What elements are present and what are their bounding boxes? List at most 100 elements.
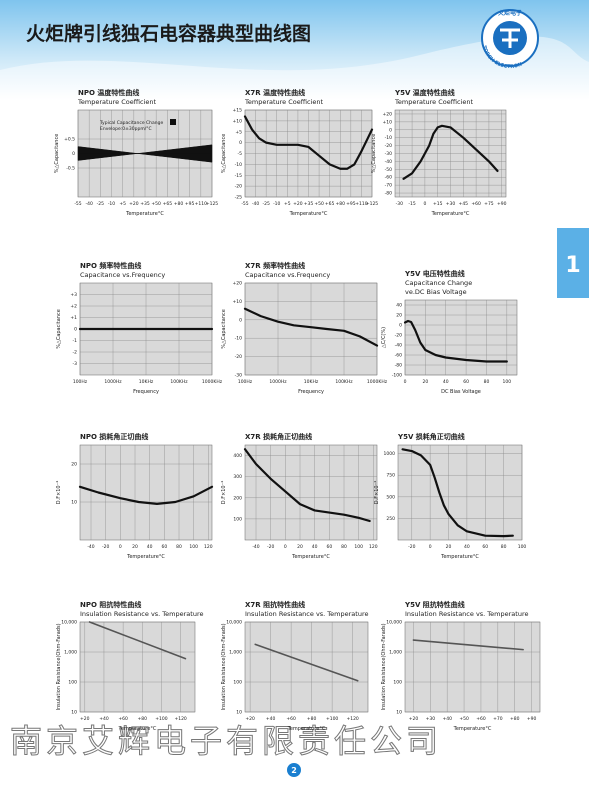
- curve: [403, 319, 508, 363]
- y-tick-label: +5: [235, 129, 242, 135]
- y-tick-label: +20: [383, 111, 393, 117]
- curve: [243, 448, 371, 523]
- x-tick-label: 40: [147, 544, 153, 550]
- x-tick-label: -40: [85, 201, 92, 207]
- y-tick-label: 10: [71, 500, 77, 506]
- x-tick-label: +50: [151, 201, 161, 207]
- chart-title: X7R 频率特性曲线: [245, 261, 305, 270]
- logo-mark: [500, 28, 520, 48]
- curve: [243, 115, 374, 170]
- y-tick-label: 300: [233, 474, 242, 480]
- plot-area: [79, 621, 196, 713]
- x-tick-label: 80: [501, 544, 507, 550]
- x-tick-label: 0: [404, 379, 407, 385]
- plot-area: [397, 444, 523, 541]
- plot-area: [404, 621, 541, 713]
- chart: Y5V 损耗角正切曲线 1000 750 500 250 -20 0 20 40 60 80 100 T…: [374, 432, 526, 560]
- x-tick-label: 100Hz: [238, 379, 253, 385]
- y-tick-label: +0.5: [64, 137, 75, 143]
- x-axis-label: Temperature°C: [125, 211, 164, 217]
- x-tick-label: 60: [482, 544, 488, 550]
- x-tick-label: +60: [118, 716, 128, 722]
- chart-subtitle: Temperature Coefficient: [77, 98, 157, 106]
- annotation: Envelope:0±30ppm/°C: [100, 126, 152, 132]
- x-tick-label: +20: [409, 716, 419, 722]
- y-tick-label: 10: [396, 710, 402, 716]
- x-tick-label: +110: [195, 201, 207, 207]
- y-tick-label: +15: [233, 108, 243, 114]
- x-tick-label: +90: [497, 201, 507, 207]
- y-tick-label: -100: [392, 373, 402, 379]
- x-tick-label: 100: [518, 544, 527, 550]
- chart: X7R 损耗角正切曲线 400 300 200 100 -40 -20 0 20 40 60 80 10…: [221, 432, 378, 560]
- y-tick-label: -60: [395, 353, 402, 359]
- x-tick-label: +100: [326, 716, 338, 722]
- x-tick-label: +5: [119, 201, 126, 207]
- plot-area: [244, 444, 378, 541]
- x-axis-label: Temperature°C: [453, 726, 492, 732]
- y-tick-label: -20: [385, 143, 392, 149]
- y-axis-label: %△Capacitance: [56, 309, 62, 349]
- x-tick-label: -10: [273, 201, 280, 207]
- x-tick-label: 60: [463, 379, 469, 385]
- x-tick-label: +100: [155, 716, 167, 722]
- y-tick-label: -10: [235, 162, 242, 168]
- x-tick-label: 1000Hz: [104, 379, 122, 385]
- y-tick-label: 0: [74, 327, 77, 333]
- y-tick-label: 10,000: [226, 620, 242, 626]
- x-tick-label: +40: [442, 716, 452, 722]
- x-tick-label: +30: [426, 716, 436, 722]
- x-tick-label: +60: [471, 201, 481, 207]
- y-tick-label: +10: [383, 119, 393, 125]
- logo-cn: 火炬电子: [498, 9, 522, 17]
- chart-subtitle: Capacitance vs.Frequency: [245, 271, 330, 279]
- chart-title: NPO 频率特性曲线: [80, 261, 141, 270]
- y-tick-label: -2: [73, 350, 78, 356]
- x-tick-label: 20: [132, 544, 138, 550]
- y-tick-label: -80: [385, 191, 392, 197]
- y-tick-label: 20: [71, 462, 77, 468]
- curve: [412, 639, 524, 651]
- y-tick-label: -15: [235, 173, 242, 179]
- y-tick-label: 10,000: [61, 620, 77, 626]
- x-tick-label: 1000KHz: [202, 379, 223, 385]
- chart-subtitle: Temperature Coefficient: [394, 98, 474, 106]
- y-tick-label: -70: [385, 183, 392, 189]
- y-axis-label: Insulation Resistance(Ohm-Farads): [381, 623, 387, 710]
- x-axis-label: DC Bias Voltage: [441, 389, 481, 395]
- y-tick-label: 0: [72, 151, 75, 157]
- x-tick-label: +20: [245, 716, 255, 722]
- curve: [402, 124, 499, 180]
- y-tick-label: 0: [389, 127, 392, 133]
- x-tick-label: +20: [293, 201, 303, 207]
- x-tick-label: 100: [503, 379, 512, 385]
- x-tick-label: +125: [366, 201, 378, 207]
- chart-subtitle: Insulation Resistance vs. Temperature: [80, 610, 203, 618]
- x-tick-label: -40: [87, 544, 94, 550]
- curve: [254, 643, 359, 682]
- x-tick-label: -55: [74, 201, 81, 207]
- y-tick-label: +1: [70, 315, 77, 321]
- curve: [243, 307, 379, 347]
- y-tick-label: -30: [385, 151, 392, 157]
- y-axis-label: Insulation Resistance(Ohm-Farads): [221, 623, 227, 710]
- x-tick-label: 40: [443, 379, 449, 385]
- x-tick-label: -25: [262, 201, 269, 207]
- plot-area: [404, 299, 518, 376]
- x-tick-label: +95: [346, 201, 356, 207]
- x-tick-label: 80: [176, 544, 182, 550]
- x-tick-label: -55: [241, 201, 248, 207]
- x-tick-label: -20: [102, 544, 109, 550]
- y-tick-label: 100: [393, 680, 402, 686]
- x-tick-label: +95: [185, 201, 195, 207]
- company-name: 南京艾辉电子有限责任公司: [10, 722, 442, 760]
- x-tick-label: +50: [459, 716, 469, 722]
- y-tick-label: +10: [233, 299, 243, 305]
- y-tick-label: +3: [70, 292, 77, 298]
- x-axis-label: Temperature°C: [291, 554, 330, 560]
